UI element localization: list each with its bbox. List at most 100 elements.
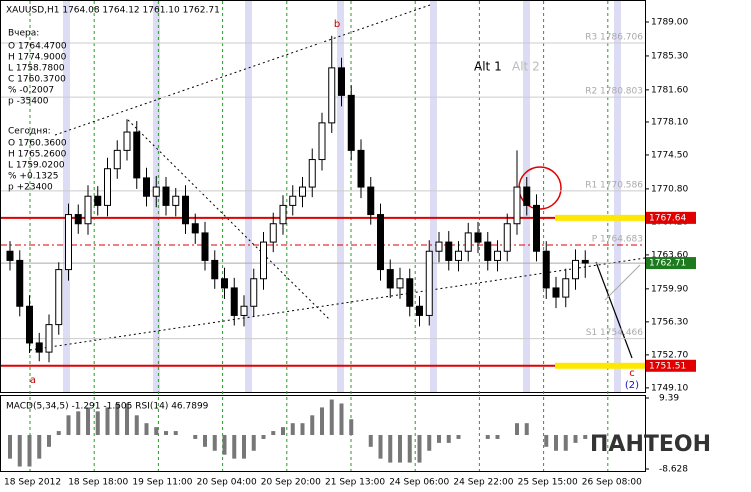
candle-body bbox=[406, 278, 414, 307]
macd-bar bbox=[388, 435, 393, 463]
macd-bar bbox=[212, 435, 217, 451]
candle-body bbox=[484, 241, 492, 261]
macd-bar bbox=[281, 427, 285, 436]
candle-body bbox=[308, 159, 316, 188]
macd-bar bbox=[115, 403, 120, 436]
candle-body bbox=[143, 177, 150, 197]
y-tick-label: 1778.10 bbox=[651, 117, 688, 127]
projection-line bbox=[604, 264, 641, 301]
macd-bar bbox=[86, 407, 90, 436]
candle-body bbox=[435, 241, 443, 252]
macd-pane bbox=[0, 395, 646, 472]
candle-body bbox=[191, 223, 199, 234]
x-tick-label: 18 Sep 18:00 bbox=[68, 478, 128, 488]
session-band bbox=[614, 1, 621, 392]
macd-bar bbox=[203, 435, 207, 447]
candle-body bbox=[16, 259, 24, 307]
pivot-label: R2 1780.803 bbox=[585, 87, 643, 97]
candle-body bbox=[113, 149, 121, 170]
macd-bar bbox=[251, 435, 256, 451]
session-band bbox=[337, 1, 344, 392]
session-band bbox=[63, 1, 70, 392]
macd-bar bbox=[456, 435, 461, 439]
candle-body bbox=[347, 94, 355, 151]
x-tick-label: 20 Sep 20:00 bbox=[261, 478, 321, 488]
y-tick-label: 1759.90 bbox=[651, 284, 688, 294]
candle-body bbox=[523, 186, 531, 206]
candle-body bbox=[581, 259, 589, 264]
macd-bar bbox=[339, 403, 344, 436]
candle-body bbox=[455, 250, 462, 261]
macd-bar bbox=[573, 435, 578, 443]
macd-bar bbox=[329, 399, 334, 436]
macd-bar bbox=[427, 435, 432, 451]
x-tick-label: 24 Sep 06:00 bbox=[389, 478, 449, 488]
macd-bar bbox=[125, 403, 129, 436]
candle-body bbox=[377, 214, 384, 271]
candle-body bbox=[172, 195, 180, 206]
x-tick-label: 24 Sep 22:00 bbox=[453, 478, 513, 488]
macd-bar bbox=[17, 435, 22, 467]
candle-body bbox=[542, 250, 550, 289]
candle-body bbox=[299, 186, 306, 197]
level-label: 1751.51 bbox=[649, 361, 686, 371]
pivot-label: S1 1754.466 bbox=[586, 328, 644, 338]
candle-body bbox=[240, 305, 248, 316]
candle-body bbox=[250, 278, 258, 307]
candle-body bbox=[562, 278, 570, 298]
macd-bar bbox=[310, 415, 315, 436]
macd-bar bbox=[446, 435, 451, 443]
candle-body bbox=[357, 149, 365, 188]
macd-bar bbox=[222, 435, 227, 455]
candle-body bbox=[572, 259, 579, 280]
macd-bar bbox=[437, 435, 441, 443]
info-line: L 1759.0200 bbox=[8, 161, 65, 171]
candle-body bbox=[269, 223, 277, 243]
y-tick-label: 1781.60 bbox=[651, 85, 688, 95]
candle-body bbox=[279, 204, 287, 225]
candle-body bbox=[152, 186, 160, 197]
candle-body bbox=[494, 250, 501, 261]
candle-body bbox=[211, 259, 219, 280]
candle-body bbox=[84, 195, 92, 225]
macd-bar bbox=[193, 435, 198, 439]
target-zone bbox=[555, 214, 645, 221]
info-line: % -0.2007 bbox=[8, 86, 54, 96]
candle-body bbox=[260, 241, 267, 280]
macd-bar bbox=[290, 423, 295, 436]
alt-label: Alt 1 bbox=[474, 60, 502, 74]
info-line: p -35400 bbox=[8, 97, 49, 107]
y-tick-label: 1785.30 bbox=[651, 51, 688, 61]
info-line: L 1758.7800 bbox=[8, 64, 65, 74]
wave-label: c bbox=[629, 368, 635, 379]
logo: ПАНТЕОН bbox=[590, 432, 711, 457]
candle-body bbox=[425, 250, 433, 316]
y-tick-label: 1789.00 bbox=[651, 18, 688, 28]
macd-bar bbox=[485, 435, 490, 439]
macd-bar bbox=[242, 435, 246, 459]
trend-line bbox=[54, 4, 431, 136]
candle-body bbox=[367, 186, 375, 216]
candle-body bbox=[513, 186, 521, 225]
candle-body bbox=[55, 269, 63, 326]
candle-body bbox=[552, 287, 560, 298]
wave-label: a bbox=[30, 375, 36, 386]
macd-bar bbox=[300, 423, 305, 436]
macd-bar bbox=[407, 435, 412, 463]
info-line: p +23400 bbox=[8, 183, 53, 193]
y-tick-label: 1752.70 bbox=[651, 350, 688, 360]
macd-bar bbox=[583, 435, 588, 439]
candle-body bbox=[503, 223, 511, 252]
macd-bar bbox=[398, 435, 402, 463]
candle-body bbox=[162, 186, 170, 206]
y-tick-label: 1756.30 bbox=[651, 317, 688, 327]
candle-body bbox=[35, 342, 43, 353]
macd-bar bbox=[368, 435, 373, 447]
info-line: O 1760.3600 bbox=[8, 139, 67, 149]
macd-bar bbox=[134, 415, 139, 436]
y-tick-label: 1749.10 bbox=[651, 383, 688, 393]
x-tick-label: 20 Sep 04:00 bbox=[197, 478, 257, 488]
y-tick-label: 9.39 bbox=[659, 394, 679, 404]
level-box bbox=[646, 257, 696, 270]
macd-bar bbox=[173, 431, 178, 436]
